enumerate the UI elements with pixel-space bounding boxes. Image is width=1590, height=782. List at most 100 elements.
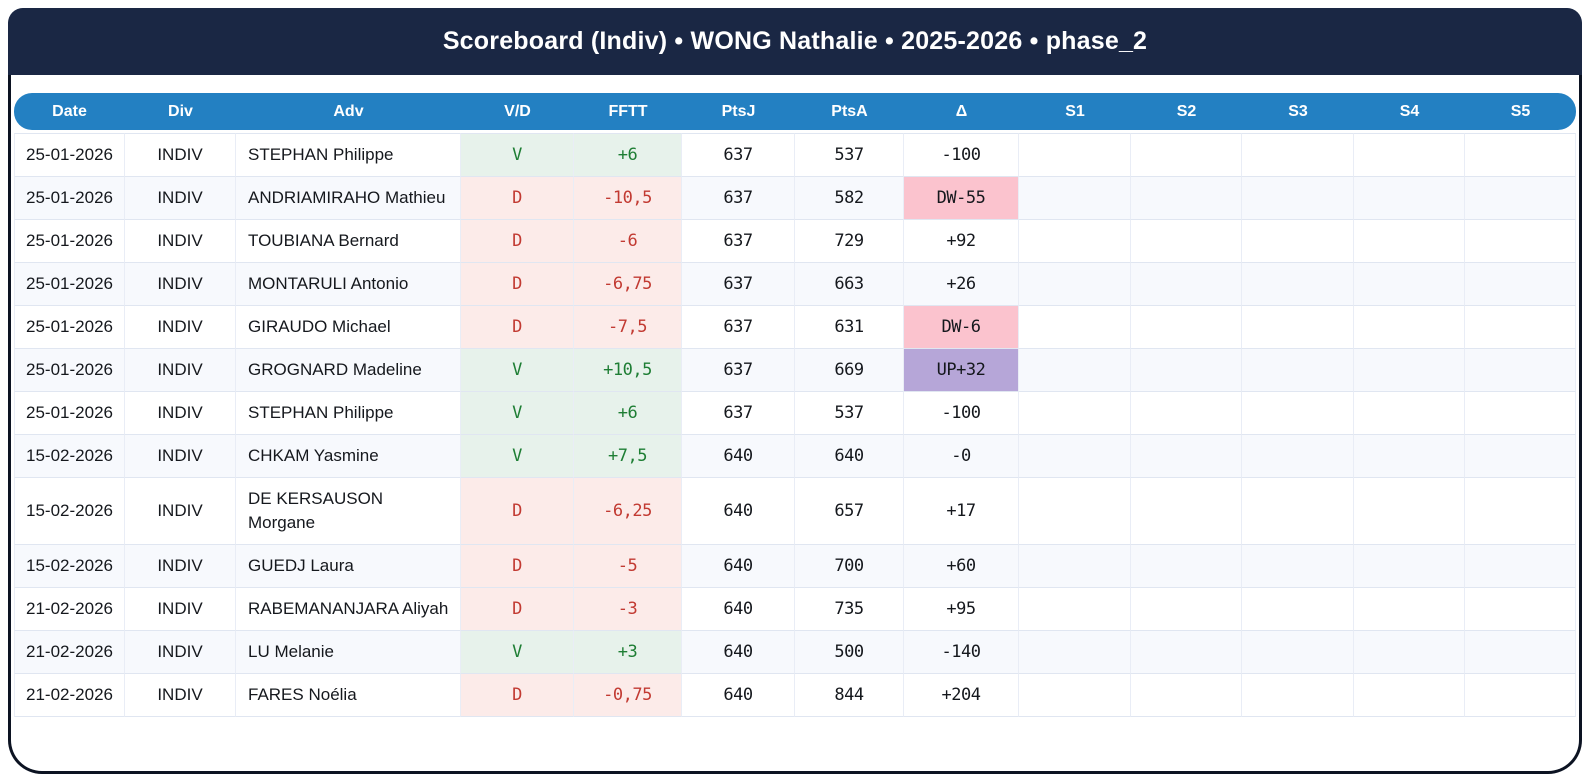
cell-delta: -140	[904, 631, 1019, 674]
cell-s3	[1242, 177, 1354, 220]
cell-delta: -100	[904, 133, 1019, 177]
column-header-s5: S5	[1465, 93, 1576, 130]
cell-fftt: -10,5	[574, 177, 682, 220]
cell-ptsj: 640	[682, 674, 795, 717]
cell-vd: V	[461, 349, 574, 392]
cell-s2	[1131, 263, 1242, 306]
scoreboard-table: Date Div Adv V/D FFTT PtsJ PtsA Δ S1 S2 S3 S4 S5 25-…	[14, 93, 1576, 717]
cell-fftt: -6,75	[574, 263, 682, 306]
cell-s2	[1131, 392, 1242, 435]
cell-s4	[1354, 588, 1465, 631]
cell-date: 25-01-2026	[14, 349, 125, 392]
cell-s4	[1354, 220, 1465, 263]
cell-date: 21-02-2026	[14, 631, 125, 674]
cell-s1	[1019, 478, 1131, 545]
column-header-s1: S1	[1019, 93, 1131, 130]
cell-date: 15-02-2026	[14, 545, 125, 588]
cell-ptsj: 637	[682, 392, 795, 435]
cell-ptsj: 637	[682, 177, 795, 220]
cell-fftt: +3	[574, 631, 682, 674]
cell-fftt: -5	[574, 545, 682, 588]
cell-div: INDIV	[125, 674, 236, 717]
cell-delta: -0	[904, 435, 1019, 478]
cell-div: INDIV	[125, 306, 236, 349]
table-row: 15-02-2026 INDIV GUEDJ Laura D -5 640 700 +60	[14, 545, 1576, 588]
cell-adv: STEPHAN Philippe	[236, 133, 461, 177]
column-header-adv: Adv	[236, 93, 461, 130]
cell-div: INDIV	[125, 133, 236, 177]
column-header-s3: S3	[1242, 93, 1354, 130]
scoreboard-card: Scoreboard (Indiv) • WONG Nathalie • 202…	[8, 8, 1582, 774]
cell-s2	[1131, 177, 1242, 220]
cell-delta: +17	[904, 478, 1019, 545]
cell-ptsa: 582	[795, 177, 904, 220]
cell-fftt: +6	[574, 392, 682, 435]
cell-delta: UP+32	[904, 349, 1019, 392]
table-row: 21-02-2026 INDIV LU Melanie V +3 640 500 -140	[14, 631, 1576, 674]
cell-s3	[1242, 545, 1354, 588]
table-row: 15-02-2026 INDIV DE KERSAUSON Morgane D -6,2…	[14, 478, 1576, 545]
table-area: Date Div Adv V/D FFTT PtsJ PtsA Δ S1 S2 S3 S4 S5 25-…	[11, 75, 1579, 717]
column-header-div: Div	[125, 93, 236, 130]
table-row: 21-02-2026 INDIV FARES Noélia D -0,75 640 844 +…	[14, 674, 1576, 717]
cell-s4	[1354, 263, 1465, 306]
cell-fftt: -6,25	[574, 478, 682, 545]
cell-s4	[1354, 545, 1465, 588]
cell-s3	[1242, 392, 1354, 435]
table-header-row: Date Div Adv V/D FFTT PtsJ PtsA Δ S1 S2 S3 S4 S5	[14, 93, 1576, 130]
cell-s5	[1465, 349, 1576, 392]
cell-ptsj: 640	[682, 631, 795, 674]
cell-s1	[1019, 588, 1131, 631]
cell-s3	[1242, 220, 1354, 263]
cell-ptsa: 500	[795, 631, 904, 674]
cell-delta: +26	[904, 263, 1019, 306]
cell-date: 15-02-2026	[14, 435, 125, 478]
cell-s2	[1131, 588, 1242, 631]
cell-date: 25-01-2026	[14, 220, 125, 263]
cell-s1	[1019, 177, 1131, 220]
cell-s1	[1019, 631, 1131, 674]
cell-s1	[1019, 674, 1131, 717]
cell-delta: +204	[904, 674, 1019, 717]
cell-s3	[1242, 306, 1354, 349]
cell-delta: -100	[904, 392, 1019, 435]
cell-s2	[1131, 545, 1242, 588]
cell-s2	[1131, 631, 1242, 674]
cell-adv: LU Melanie	[236, 631, 461, 674]
cell-adv: GUEDJ Laura	[236, 545, 461, 588]
cell-adv: DE KERSAUSON Morgane	[236, 478, 461, 545]
cell-div: INDIV	[125, 545, 236, 588]
cell-s4	[1354, 435, 1465, 478]
cell-s5	[1465, 306, 1576, 349]
cell-s1	[1019, 349, 1131, 392]
cell-fftt: +6	[574, 133, 682, 177]
cell-div: INDIV	[125, 588, 236, 631]
cell-ptsa: 537	[795, 133, 904, 177]
cell-s5	[1465, 674, 1576, 717]
cell-date: 25-01-2026	[14, 263, 125, 306]
cell-delta: DW-6	[904, 306, 1019, 349]
cell-s5	[1465, 392, 1576, 435]
column-header-s4: S4	[1354, 93, 1465, 130]
table-row: 25-01-2026 INDIV MONTARULI Antonio D -6,75 63…	[14, 263, 1576, 306]
cell-s4	[1354, 349, 1465, 392]
cell-vd: V	[461, 631, 574, 674]
cell-s1	[1019, 392, 1131, 435]
cell-s3	[1242, 674, 1354, 717]
cell-s1	[1019, 435, 1131, 478]
cell-s5	[1465, 220, 1576, 263]
cell-s4	[1354, 177, 1465, 220]
cell-s3	[1242, 631, 1354, 674]
table-row: 25-01-2026 INDIV STEPHAN Philippe V +6 637 537…	[14, 133, 1576, 177]
cell-div: INDIV	[125, 177, 236, 220]
cell-s1	[1019, 306, 1131, 349]
cell-vd: D	[461, 674, 574, 717]
cell-s5	[1465, 478, 1576, 545]
table-row: 25-01-2026 INDIV STEPHAN Philippe V +6 637 537…	[14, 392, 1576, 435]
table-head: Date Div Adv V/D FFTT PtsJ PtsA Δ S1 S2 S3 S4 S5	[14, 93, 1576, 133]
cell-s3	[1242, 588, 1354, 631]
cell-delta: DW-55	[904, 177, 1019, 220]
column-header-s2: S2	[1131, 93, 1242, 130]
cell-ptsa: 663	[795, 263, 904, 306]
cell-s2	[1131, 435, 1242, 478]
